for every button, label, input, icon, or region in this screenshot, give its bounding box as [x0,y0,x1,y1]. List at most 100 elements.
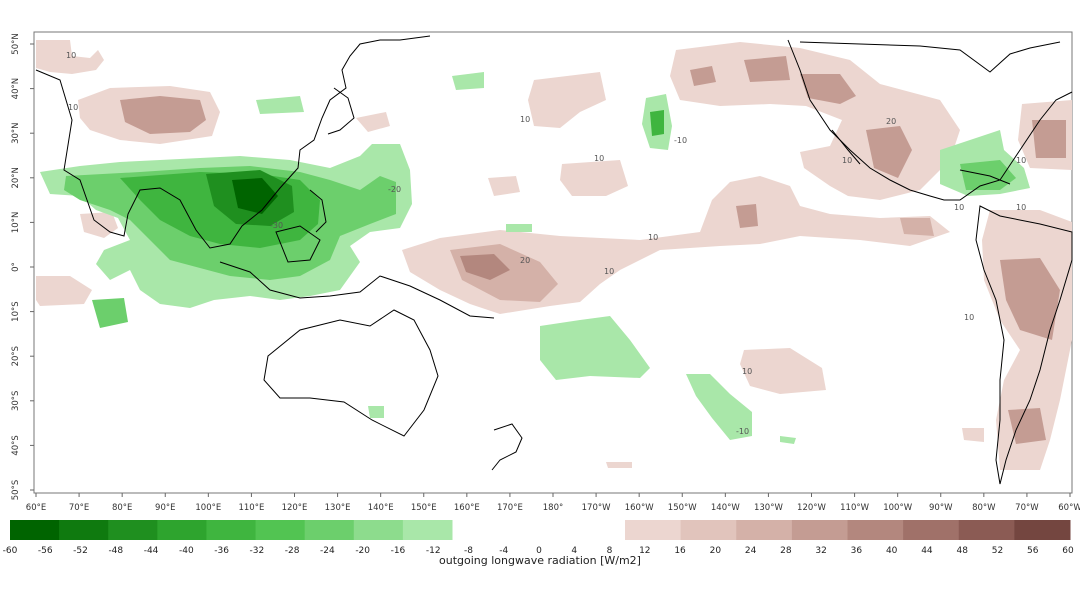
contour-label: -30 [270,221,283,230]
colorbar-swatch-positive [1014,520,1071,540]
contour-label: 10 [1016,156,1026,165]
longitude-label: 130°E [325,503,351,513]
longitude-label: 120°W [797,503,826,513]
positive-anomaly-region [488,176,520,196]
contour-label: 10 [742,367,752,376]
colorbar-tick-label: -20 [355,546,370,556]
coastline-north-america [787,39,1073,201]
positive-anomaly-region [36,40,104,74]
positive-anomaly-region [528,72,606,128]
colorbar-tick-label: -40 [179,546,194,556]
longitude-label: 90°W [929,503,953,513]
longitude-label: 90°E [155,503,175,513]
positive-anomaly-region [36,276,92,306]
colorbar-tick-label: -48 [108,546,123,556]
latitude-label: 50°S [11,480,21,500]
positive-anomaly-region [740,348,826,394]
contour-label: 10 [604,267,614,276]
contour-label: -10 [736,427,749,436]
colorbar-tick-label: -56 [38,546,53,556]
contour-label: 20 [520,256,530,265]
negative-anomaly-region [960,160,1016,190]
colorbar-swatch-negative [304,520,355,540]
latitude-label: 50°N [11,33,21,54]
colorbar-tick-label: -36 [214,546,229,556]
colorbar [10,520,1071,540]
positive-anomaly-region [120,96,206,134]
latitude-label: 10°S [11,301,21,321]
colorbar-tick-label: 56 [1027,546,1039,556]
coastline-japan [327,87,355,135]
longitude-label: 110°W [840,503,869,513]
longitude-label: 110°E [238,503,264,513]
colorbar-tick-label: -8 [464,546,473,556]
longitude-label: 140°E [368,503,394,513]
colorbar-swatch-negative [206,520,257,540]
longitude-label: 130°W [754,503,783,513]
positive-anomaly-region [80,212,118,238]
positive-anomaly-region [356,112,390,132]
coastline-asia [35,35,431,249]
positive-anomaly-region [736,204,758,228]
longitude-label: 180° [543,503,563,513]
coastline-borneo [275,225,321,263]
contour-label: 10 [520,115,530,124]
latitude-label: 20°S [11,346,21,366]
colorbar-swatch-negative [353,520,404,540]
longitude-label: 70°W [1015,503,1039,513]
colorbar-swatch-positive [791,520,848,540]
coastline-cuba [959,169,1011,185]
contour-labels: 10 10 10 10 10 10 10 10 10 10 10 10 20 2… [66,51,1026,436]
coastline-indonesia [219,261,495,319]
latitude-label: 30°S [11,391,21,411]
latitude-label: 20°N [11,167,21,188]
coastline-philippines [309,189,327,233]
negative-anomaly-region [368,406,384,418]
contour-label: 10 [648,233,658,242]
colorbar-swatch-positive [903,520,960,540]
colorbar-tick-label: -32 [250,546,265,556]
longitude-label: 70°E [69,503,89,513]
contour-label: 10 [594,154,604,163]
longitude-label: 80°E [112,503,132,513]
contour-label: 20 [886,117,896,126]
latitude-label: 10°N [11,212,21,233]
colorbar-swatch-negative [108,520,158,540]
contour-label: 10 [1016,203,1026,212]
coastline-baja [831,129,861,165]
colorbar-title: outgoing longwave radiation [W/m2] [439,554,641,567]
colorbar-swatch-positive [958,520,1015,540]
positive-anomaly-region [460,254,510,280]
colorbar-tick-label: 4 [571,546,577,556]
longitude-labels: 60°E 70°E 80°E 90°E 100°E 110°E 120°E 130°E 140°… [26,493,1080,513]
colorbar-tick-label: 24 [745,546,757,556]
colorbar-tick-label: -28 [285,546,300,556]
longitude-label: 120°E [282,503,308,513]
negative-anomaly-region [506,224,532,232]
longitude-label: 150°E [411,503,437,513]
negative-anomaly-region [92,298,128,328]
colorbar-tick-label: 12 [639,546,650,556]
longitude-label: 100°E [195,503,221,513]
colorbar-tick-label: 36 [851,546,863,556]
colorbar-tick-label: 28 [780,546,792,556]
coastline-australia [263,309,439,437]
colorbar-tick-label: 52 [992,546,1003,556]
latitude-label: 0° [11,262,21,272]
colorbar-tick-label: -60 [3,546,18,556]
colorbar-swatch-positive [847,520,904,540]
coastline-south-america [975,205,1073,485]
contour-label: -20 [388,185,401,194]
colorbar-tick-label: 40 [886,546,898,556]
positive-anomaly-region [1000,258,1060,340]
positive-anomaly-region [560,160,628,196]
colorbar-swatch-positive [625,520,682,540]
colorbar-swatch-negative [59,520,109,540]
negative-anomaly-region [780,436,796,444]
colorbar-tick-label: 44 [921,546,933,556]
negative-anomaly-region [452,72,484,90]
longitude-label: 160°E [454,503,480,513]
colorbar-tick-label: -44 [144,546,159,556]
colorbar-swatch-negative [402,520,453,540]
